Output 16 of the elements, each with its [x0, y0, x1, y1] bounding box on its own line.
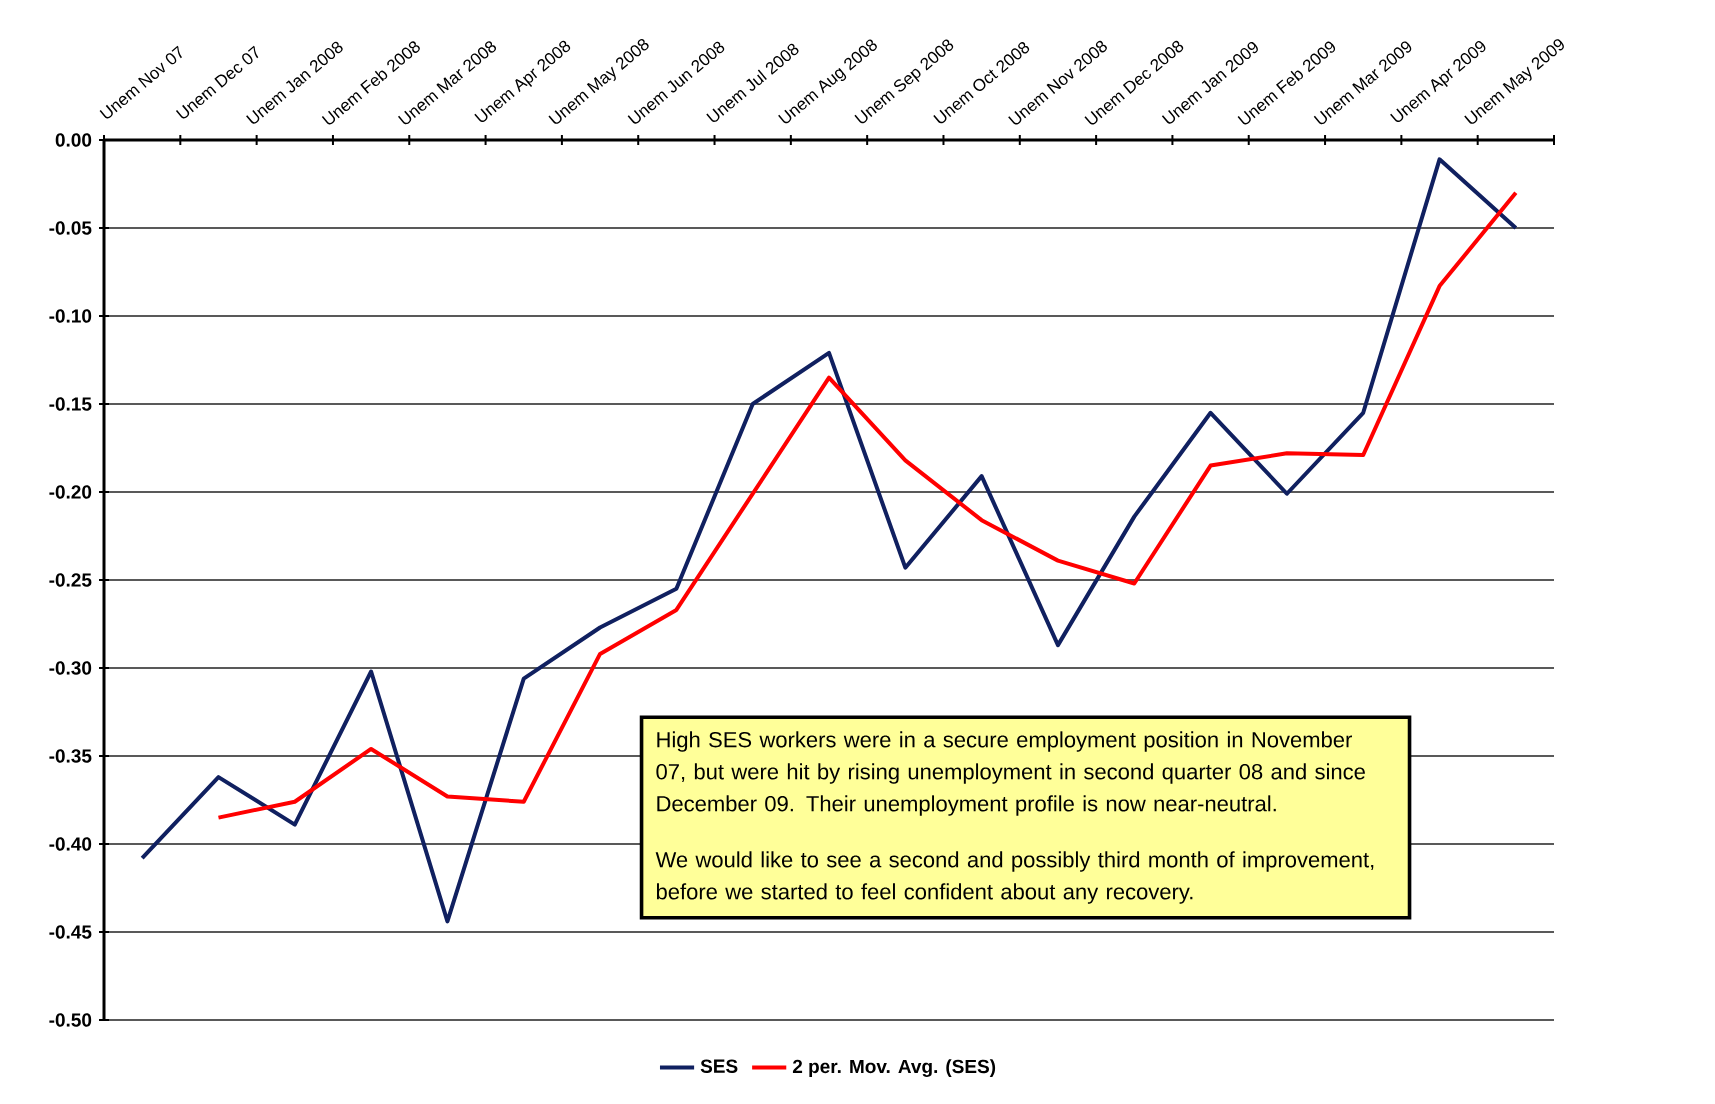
line-series	[140, 157, 1518, 924]
y-tick-label: 0.00	[55, 133, 92, 147]
y-tick-label: -0.05	[49, 221, 92, 235]
y-tick-label: -0.10	[49, 309, 92, 323]
y-tick-label: -0.30	[49, 661, 92, 675]
y-tick-label: -0.40	[49, 837, 92, 851]
y-tick-label: -0.35	[49, 749, 92, 763]
annotation: We would like to see a second and possibly third month of improvement, before we started to feel confident about any recovery.	[655, 851, 1374, 904]
y-tick-label: -0.45	[49, 925, 92, 939]
legend-label: SES	[700, 1059, 738, 1073]
annotation: High SES workers were in a secure employment position in November 07, but were hit by rising unemployment in second quarter 08 and since December 09. Their unemployment profile is now near-neutral.	[656, 731, 1365, 816]
y-tick-label: -0.15	[49, 397, 92, 411]
y-tick-label: -0.50	[49, 1013, 92, 1027]
y-tick-label: -0.20	[49, 485, 92, 499]
legend-label: 2 per. Mov. Avg. (SES)	[792, 1059, 996, 1077]
y-tick-label: -0.25	[49, 573, 92, 587]
